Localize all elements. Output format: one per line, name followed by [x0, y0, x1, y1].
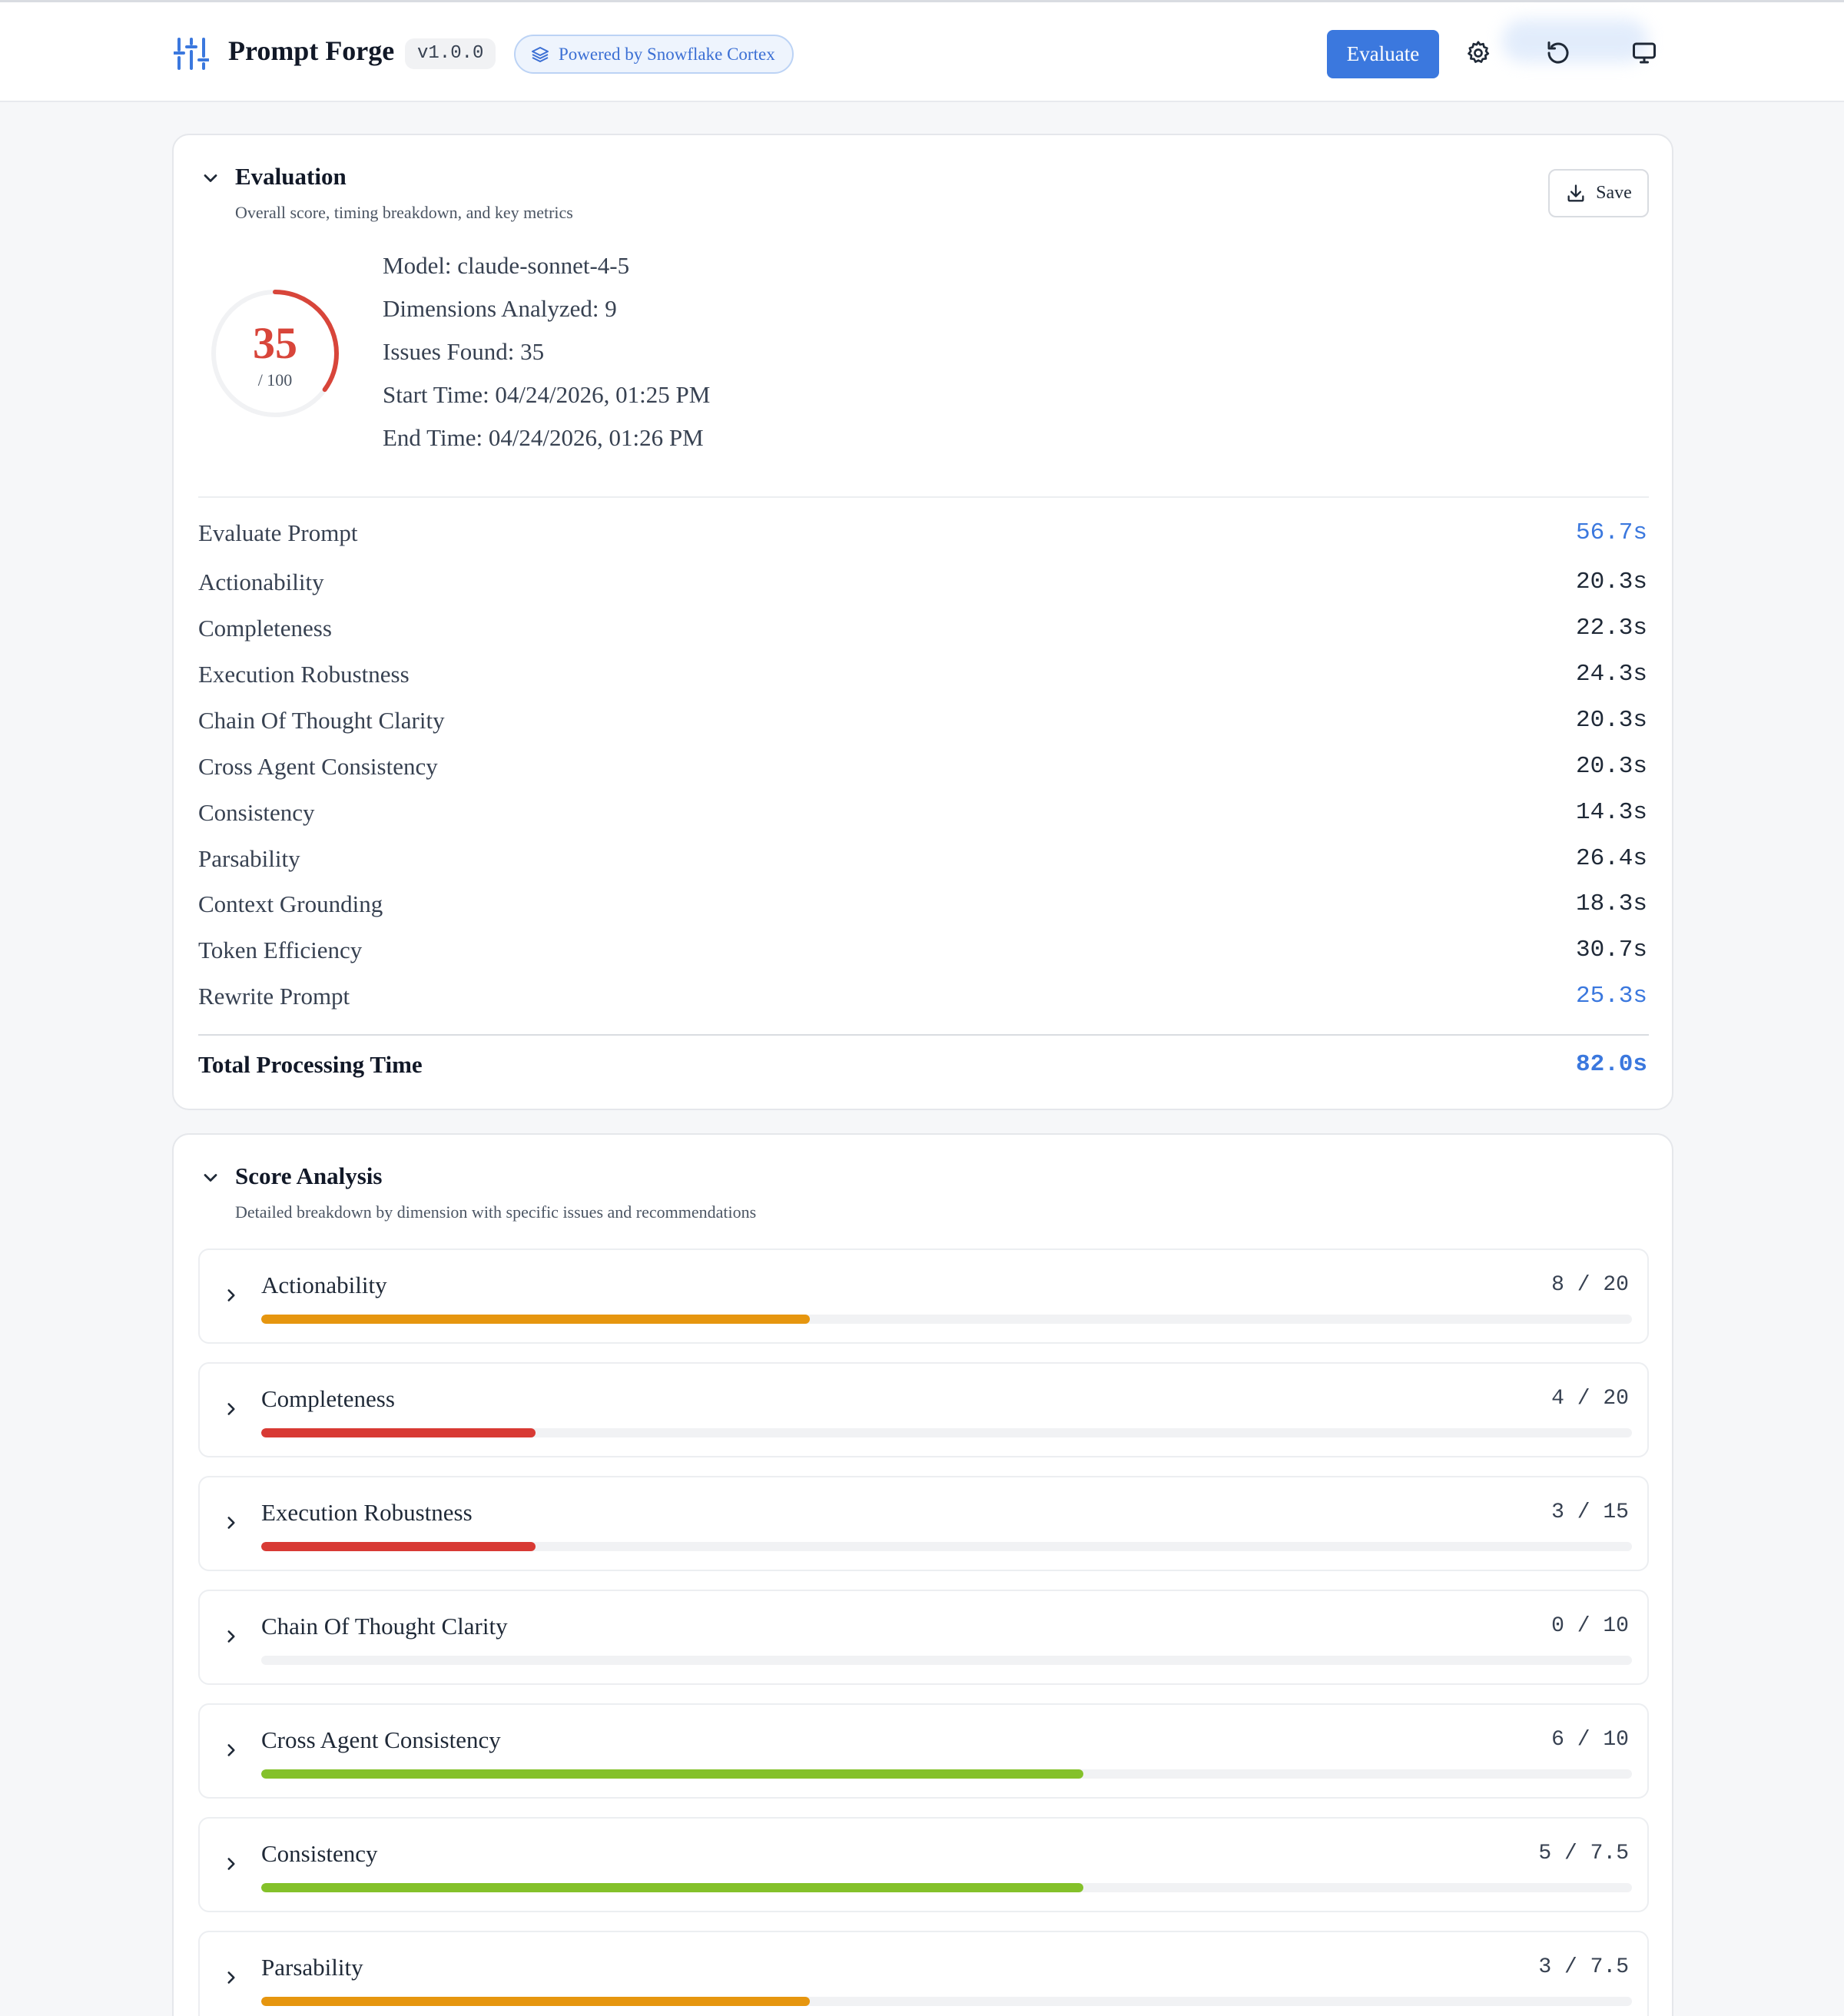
meta-issues: Issues Found: 35	[383, 338, 545, 365]
dimension-name: Execution Robustness	[261, 1499, 473, 1526]
timing-value: 26.4s	[1575, 845, 1647, 872]
monitor-icon[interactable]	[1630, 39, 1658, 67]
powered-by-text: Powered by Snowflake Cortex	[559, 44, 775, 64]
timing-label: Cross Agent Consistency	[198, 753, 438, 780]
meta-start-time: Start Time: 04/24/2026, 01:25 PM	[383, 381, 711, 408]
score-analysis-card: Score Analysis Detailed breakdown by dim…	[172, 1133, 1673, 2016]
total-processing-value: 82.0s	[1575, 1051, 1647, 1078]
dimension-name: Actionability	[261, 1272, 387, 1298]
timing-label: Evaluate Prompt	[198, 519, 358, 546]
timing-label: Actionability	[198, 569, 324, 595]
dimension-row[interactable]: Actionability 8 / 20	[198, 1248, 1649, 1344]
chevron-right-icon[interactable]	[221, 1626, 241, 1646]
dimension-name: Consistency	[261, 1840, 378, 1867]
dimension-name: Chain Of Thought Clarity	[261, 1613, 508, 1640]
dimension-score: 0 / 10	[1551, 1614, 1629, 1638]
evaluate-button[interactable]: Evaluate	[1327, 30, 1439, 78]
divider	[198, 496, 1649, 498]
score-value: 35	[253, 318, 297, 368]
dimension-row[interactable]: Chain Of Thought Clarity 0 / 10	[198, 1590, 1649, 1685]
dimension-name: Completeness	[261, 1385, 395, 1412]
chevron-right-icon[interactable]	[221, 1399, 241, 1419]
score-bar-track	[261, 1428, 1632, 1437]
dimension-score: 6 / 10	[1551, 1728, 1629, 1752]
timing-label: Parsability	[198, 845, 300, 872]
app-name: Prompt Forge	[228, 35, 395, 66]
timing-value: 20.3s	[1575, 753, 1647, 780]
score-bar-fill	[261, 1315, 810, 1324]
score-max: / 100	[258, 370, 293, 390]
save-button[interactable]: Save	[1548, 169, 1649, 217]
timing-value: 14.3s	[1575, 799, 1647, 826]
score-bar-track	[261, 1883, 1632, 1892]
divider	[198, 1034, 1649, 1036]
dimension-score: 3 / 7.5	[1538, 1955, 1629, 1979]
layers-icon	[532, 46, 549, 62]
score-analysis-title: Score Analysis	[235, 1162, 383, 1189]
score-bar-fill	[261, 1542, 536, 1551]
score-bar-fill	[261, 1769, 1084, 1779]
score-bar-track	[261, 1542, 1632, 1551]
timing-label: Context Grounding	[198, 890, 383, 917]
collapse-chevron-icon[interactable]	[200, 167, 221, 189]
evaluation-title: Evaluation	[235, 163, 347, 190]
collapse-chevron-icon[interactable]	[200, 1167, 221, 1189]
score-analysis-subtitle: Detailed breakdown by dimension with spe…	[235, 1202, 757, 1222]
timing-label: Rewrite Prompt	[198, 983, 350, 1010]
settings-gear-icon[interactable]	[1464, 39, 1492, 67]
timing-label: Chain Of Thought Clarity	[198, 707, 445, 734]
timing-value: 18.3s	[1575, 890, 1647, 917]
timing-value: 20.3s	[1575, 569, 1647, 595]
chevron-right-icon[interactable]	[221, 1285, 241, 1305]
dimension-row[interactable]: Cross Agent Consistency 6 / 10	[198, 1703, 1649, 1799]
score-bar-track	[261, 1997, 1632, 2006]
timing-label: Token Efficiency	[198, 937, 363, 963]
blurred-region	[1502, 19, 1648, 62]
dimension-name: Parsability	[261, 1954, 363, 1981]
dimension-score: 4 / 20	[1551, 1387, 1629, 1411]
score-bar-fill	[261, 1883, 1084, 1892]
reset-icon[interactable]	[1544, 39, 1572, 67]
meta-end-time: End Time: 04/24/2026, 01:26 PM	[383, 424, 704, 451]
dimension-row[interactable]: Completeness 4 / 20	[198, 1362, 1649, 1457]
meta-model: Model: claude-sonnet-4-5	[383, 252, 630, 279]
dimension-score: 5 / 7.5	[1538, 1842, 1629, 1865]
score-gauge: 35 / 100	[211, 290, 339, 417]
timing-label: Completeness	[198, 615, 332, 642]
sliders-icon	[174, 38, 209, 70]
meta-dimensions: Dimensions Analyzed: 9	[383, 295, 617, 322]
timing-value: 56.7s	[1575, 519, 1647, 546]
dimension-score: 3 / 15	[1551, 1500, 1629, 1524]
score-bar-track	[261, 1769, 1632, 1779]
timing-value: 24.3s	[1575, 661, 1647, 688]
powered-by-badge: Powered by Snowflake Cortex	[514, 35, 794, 74]
dimension-row[interactable]: Execution Robustness 3 / 15	[198, 1476, 1649, 1571]
dimension-row[interactable]: Consistency 5 / 7.5	[198, 1817, 1649, 1912]
score-bar-fill	[261, 1428, 536, 1437]
timing-label: Execution Robustness	[198, 661, 410, 688]
save-label: Save	[1596, 183, 1632, 203]
chevron-right-icon[interactable]	[221, 1854, 241, 1874]
timing-value: 25.3s	[1575, 983, 1647, 1010]
total-processing-label: Total Processing Time	[198, 1051, 423, 1078]
dimension-row[interactable]: Parsability 3 / 7.5	[198, 1931, 1649, 2016]
version-badge: v1.0.0	[405, 38, 496, 69]
evaluation-card: Evaluation Overall score, timing breakdo…	[172, 134, 1673, 1110]
score-bar-fill	[261, 1997, 810, 2006]
download-icon	[1567, 184, 1584, 201]
timing-label: Consistency	[198, 799, 315, 826]
chevron-right-icon[interactable]	[221, 1740, 241, 1760]
dimension-name: Cross Agent Consistency	[261, 1726, 501, 1753]
timing-value: 22.3s	[1575, 615, 1647, 642]
score-bar-track	[261, 1315, 1632, 1324]
evaluation-subtitle: Overall score, timing breakdown, and key…	[235, 203, 573, 222]
timing-value: 30.7s	[1575, 937, 1647, 963]
chevron-right-icon[interactable]	[221, 1968, 241, 1988]
timing-value: 20.3s	[1575, 707, 1647, 734]
dimension-score: 8 / 20	[1551, 1273, 1629, 1297]
score-bar-track	[261, 1656, 1632, 1665]
top-bar: Prompt Forge v1.0.0 Powered by Snowflake…	[0, 0, 1844, 102]
chevron-right-icon[interactable]	[221, 1513, 241, 1533]
